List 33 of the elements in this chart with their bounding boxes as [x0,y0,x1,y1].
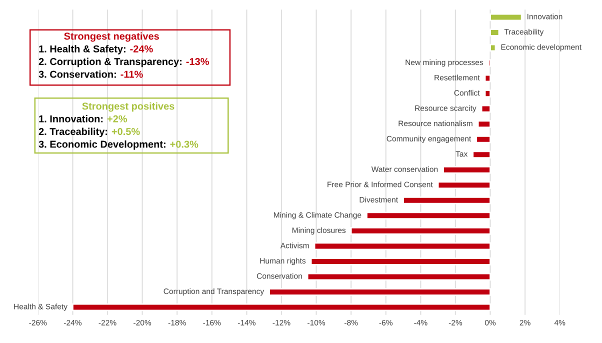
annotation: +2% [107,115,128,122]
annotation: 2. Traceability: [38,128,108,138]
bar [402,196,491,204]
annotation: 3. Conservation: [38,70,116,78]
annotation: Strongest positives [82,102,174,112]
annotation: 3. Economic Development: [38,140,166,150]
annotation: -24% [130,45,153,52]
bar [306,272,491,281]
annotation: +0.5% [112,128,140,136]
bar [366,212,491,220]
annotation: 1. Health & Safety: [39,45,126,54]
bar [490,28,500,36]
annotation: +0.3% [170,140,198,148]
annotation: -11% [120,70,143,78]
bar [490,13,522,22]
annotation: -13% [186,58,209,66]
bar [72,303,491,312]
annotation: 1. Innovation: [39,115,103,122]
bar [476,135,491,144]
bar [472,150,491,159]
annotation: 2. Corruption & Transparency: [38,58,182,68]
bar [477,120,491,128]
bar [437,181,491,190]
bar [314,242,491,250]
annotation: Strongest negatives [64,32,159,42]
bar [490,44,496,52]
bar [310,258,491,266]
bar [484,74,491,82]
bar [484,90,491,98]
bar [350,227,491,235]
bar [480,104,491,113]
bar [442,166,491,174]
bar [268,288,491,296]
